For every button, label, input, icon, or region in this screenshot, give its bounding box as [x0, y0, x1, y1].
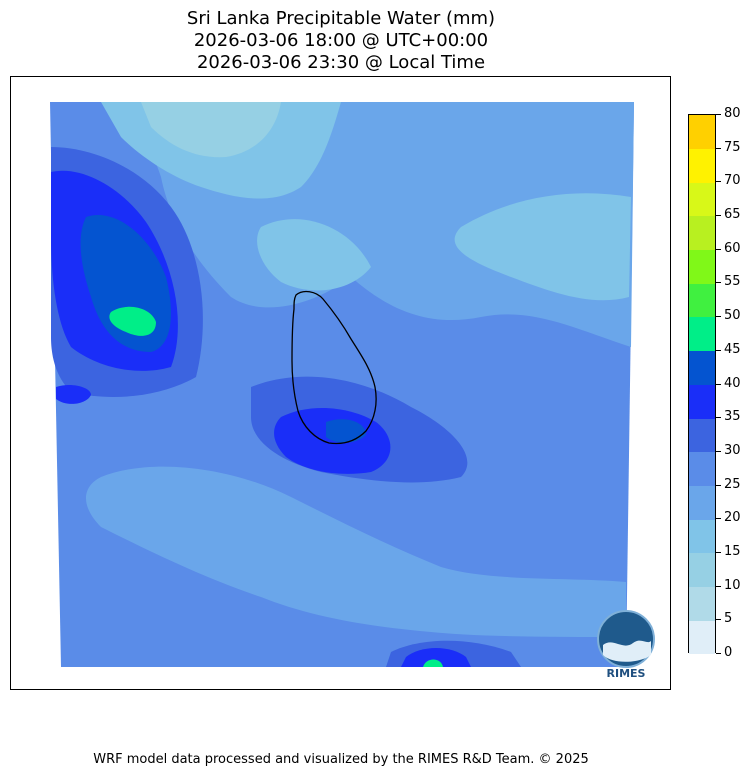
- colorbar-tick: [716, 653, 721, 654]
- colorbar-tick: [716, 282, 721, 284]
- colorbar-tick-label: 5: [724, 611, 733, 627]
- colorbar-tick: [716, 383, 721, 385]
- colorbar-segment: [689, 418, 715, 453]
- title-line-variable: Sri Lanka Precipitable Water (mm): [186, 8, 496, 29]
- colorbar-tick-label: 25: [724, 476, 741, 492]
- colorbar-tick-label: 65: [724, 207, 741, 223]
- colorbar-segment: [689, 249, 715, 284]
- colorbar-segment: [689, 384, 715, 419]
- colorbar-segment: [689, 317, 715, 352]
- colorbar-segment: [689, 182, 715, 217]
- colorbar-tick-label: 0: [724, 645, 733, 660]
- colorbar-tick: [716, 114, 721, 115]
- contour-35-40-south: [401, 648, 471, 667]
- colorbar-segment: [689, 451, 715, 486]
- colorbar-tick: [716, 551, 721, 553]
- precipitable-water-map: [50, 102, 634, 667]
- contour-15-20-east: [454, 193, 631, 301]
- colorbar-tick: [716, 417, 721, 419]
- contour-35-40-central: [274, 407, 391, 474]
- colorbar-segment: [689, 485, 715, 520]
- colorbar-segment: [689, 350, 715, 385]
- title-line-utc-time: 2026-03-06 18:00 @ UTC+00:00: [193, 30, 489, 51]
- contour-45-50-south: [423, 659, 443, 667]
- colorbar-tick-label: 15: [724, 543, 741, 559]
- colorbar-tick: [716, 484, 721, 486]
- footer-credit: WRF model data processed and visualized …: [93, 752, 589, 767]
- colorbar-tick: [716, 316, 721, 318]
- contour-35-40-coast: [56, 384, 91, 404]
- title-line-local-time: 2026-03-06 23:30 @ Local Time: [196, 52, 486, 73]
- colorbar-tick: [716, 181, 721, 183]
- colorbar-tick-label: 80: [724, 106, 741, 121]
- colorbar-segment: [689, 552, 715, 587]
- colorbar-segment: [689, 283, 715, 318]
- chart-title: Sri Lanka Precipitable Water (mm) 2026-0…: [0, 8, 682, 74]
- colorbar-tick: [716, 215, 721, 217]
- colorbar-segment: [689, 519, 715, 554]
- colorbar-tick: [716, 248, 721, 250]
- colorbar-tick-label: 50: [724, 308, 741, 324]
- colorbar-segment: [689, 216, 715, 251]
- colorbar-tick-label: 10: [724, 577, 741, 593]
- sri-lanka-coastline: [291, 290, 377, 445]
- contour-45-50-west: [109, 306, 156, 336]
- contour-20-25-south: [86, 466, 626, 637]
- colorbar-tick-label: 75: [724, 139, 741, 155]
- contour-15-20-central: [257, 219, 371, 291]
- colorbar-tick-label: 40: [724, 375, 741, 391]
- colorbar-tick: [716, 585, 721, 587]
- logo-text: RIMES: [607, 667, 646, 679]
- colorbar-segment: [689, 148, 715, 183]
- contour-40-45-central: [326, 419, 366, 443]
- colorbar-tick-label: 70: [724, 173, 741, 189]
- contour-10-15-north: [141, 102, 281, 158]
- colorbar-segment: [689, 620, 715, 655]
- colorbar: [688, 114, 716, 655]
- colorbar-segment: [689, 586, 715, 621]
- colorbar-segment: [689, 115, 715, 149]
- colorbar-tick: [716, 518, 721, 520]
- colorbar-tick-label: 20: [724, 510, 741, 526]
- map-panel: RIMES: [10, 76, 671, 690]
- colorbar-tick-label: 55: [724, 274, 741, 290]
- colorbar-tick-label: 30: [724, 442, 741, 458]
- colorbar-tick: [716, 349, 721, 351]
- colorbar-tick: [716, 450, 721, 452]
- rimes-logo: RIMES: [597, 610, 655, 679]
- colorbar-tick-label: 60: [724, 240, 741, 256]
- colorbar-tick-label: 35: [724, 409, 741, 425]
- colorbar-tick: [716, 147, 721, 149]
- colorbar-tick: [716, 619, 721, 621]
- colorbar-tick-label: 45: [724, 341, 741, 357]
